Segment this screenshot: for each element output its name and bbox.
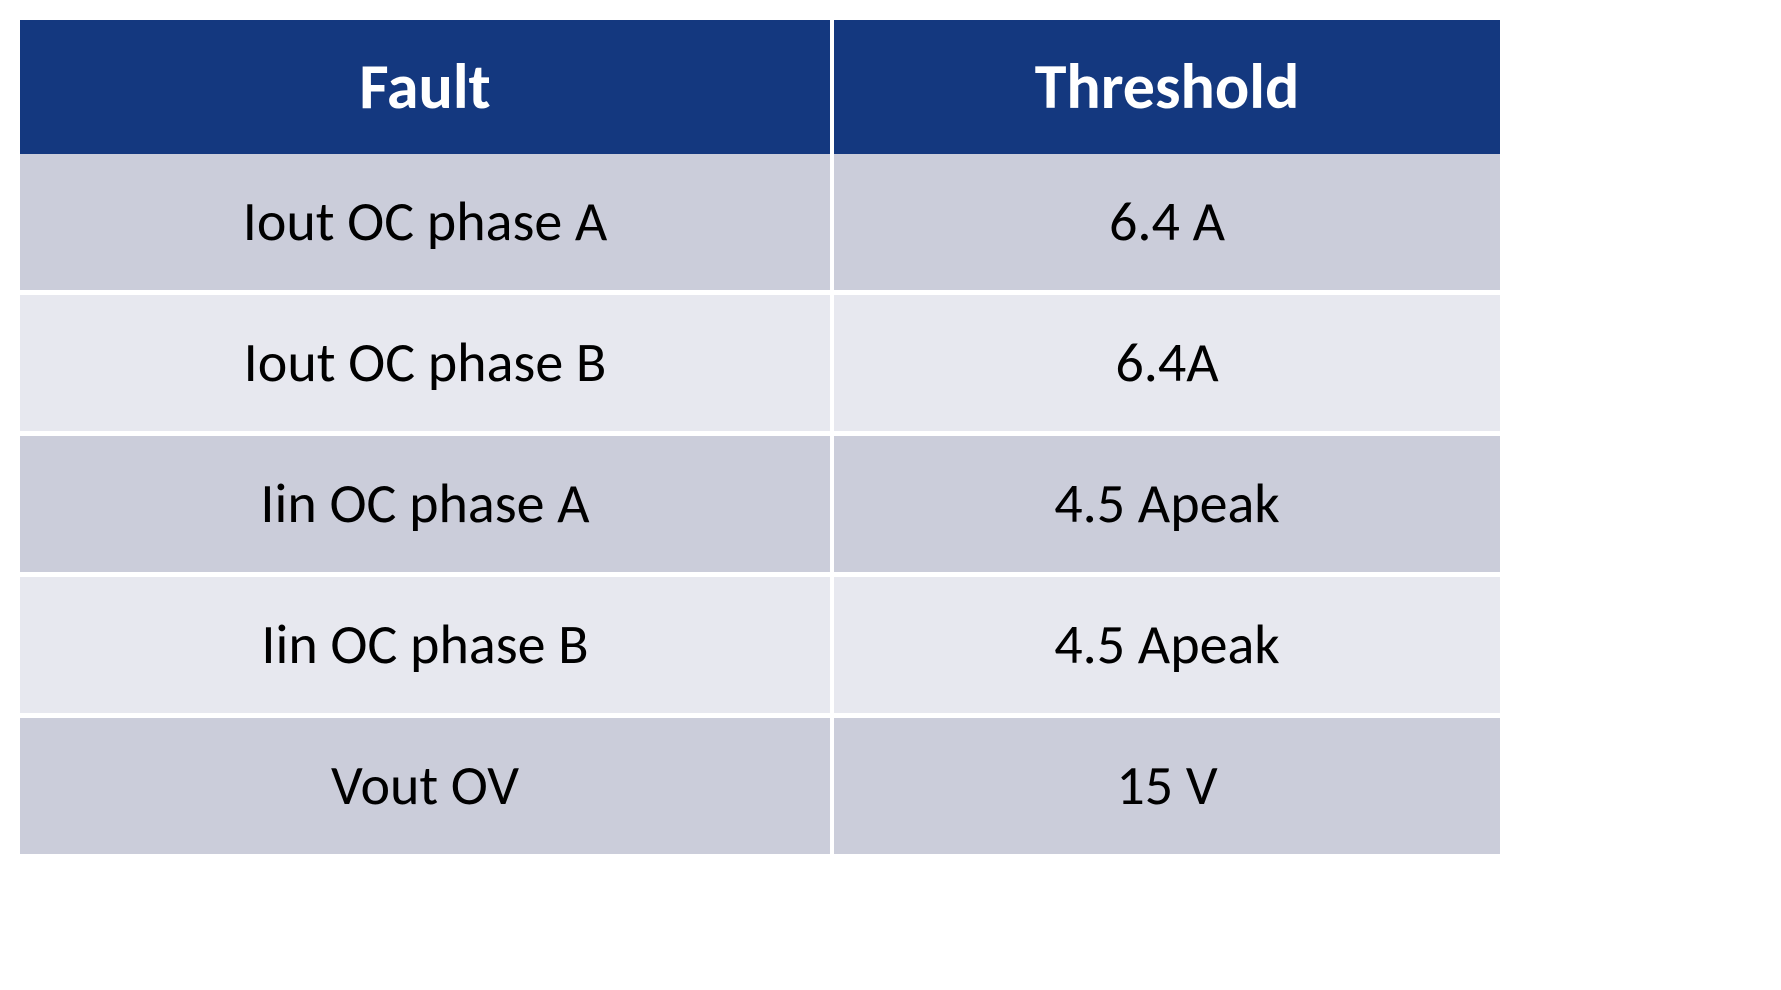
cell-threshold: 6.4 A xyxy=(834,154,1500,295)
cell-fault: Iin OC phase B xyxy=(20,577,834,718)
fault-threshold-table: Fault Threshold Iout OC phase A 6.4 A Io… xyxy=(20,20,1500,854)
header-threshold: Threshold xyxy=(834,20,1500,154)
table-row: Iin OC phase B 4.5 Apeak xyxy=(20,577,1500,718)
table-body: Iout OC phase A 6.4 A Iout OC phase B 6.… xyxy=(20,154,1500,854)
table-row: Iout OC phase A 6.4 A xyxy=(20,154,1500,295)
cell-threshold: 4.5 Apeak xyxy=(834,436,1500,577)
cell-fault: Iout OC phase A xyxy=(20,154,834,295)
header-fault: Fault xyxy=(20,20,834,154)
cell-fault: Iin OC phase A xyxy=(20,436,834,577)
table-row: Iout OC phase B 6.4A xyxy=(20,295,1500,436)
table-row: Vout OV 15 V xyxy=(20,718,1500,854)
cell-threshold: 4.5 Apeak xyxy=(834,577,1500,718)
cell-fault: Vout OV xyxy=(20,718,834,854)
table-row: Iin OC phase A 4.5 Apeak xyxy=(20,436,1500,577)
cell-fault: Iout OC phase B xyxy=(20,295,834,436)
cell-threshold: 6.4A xyxy=(834,295,1500,436)
table-header-row: Fault Threshold xyxy=(20,20,1500,154)
cell-threshold: 15 V xyxy=(834,718,1500,854)
